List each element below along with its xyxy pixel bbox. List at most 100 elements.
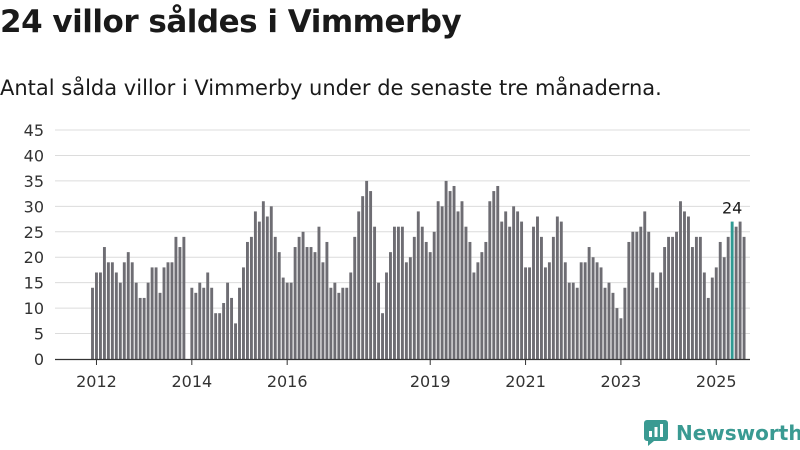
bar (253, 211, 257, 359)
bar (91, 287, 94, 359)
bar (734, 226, 738, 359)
bar (492, 191, 496, 359)
bar (126, 252, 130, 359)
bar (726, 236, 730, 359)
bar (532, 226, 535, 359)
bar (671, 236, 675, 359)
bar (424, 241, 428, 359)
y-tick-label: 35 (24, 172, 44, 191)
bar (591, 257, 595, 359)
bar (313, 252, 317, 359)
bar (452, 185, 456, 359)
bar (571, 282, 575, 359)
bar (353, 236, 357, 359)
bar (249, 236, 253, 359)
bar (273, 236, 277, 359)
bar (102, 247, 106, 359)
x-tick-label: 2025 (696, 372, 737, 391)
x-tick-label: 2016 (267, 372, 308, 391)
bar (683, 211, 686, 359)
bar (182, 236, 186, 359)
bar (679, 201, 682, 359)
bar (246, 241, 249, 359)
bar (480, 252, 484, 359)
bar (607, 282, 611, 359)
bar (381, 313, 384, 359)
bar (293, 247, 297, 359)
y-tick-label: 25 (24, 223, 44, 242)
bar (520, 221, 524, 359)
bar (667, 236, 671, 359)
x-tick-label: 2012 (76, 372, 117, 391)
bar (349, 272, 353, 359)
bar (631, 231, 635, 359)
bar (444, 180, 448, 359)
bar (305, 247, 309, 359)
bar (345, 287, 349, 359)
bar (619, 318, 623, 359)
bar (500, 221, 504, 359)
bar (146, 282, 150, 359)
bar (559, 221, 563, 359)
bar (412, 236, 416, 359)
bar (579, 262, 583, 359)
bar (408, 257, 412, 359)
bar (687, 216, 690, 359)
bar (460, 201, 464, 359)
bar (635, 231, 639, 359)
bar (516, 211, 520, 359)
y-tick-label: 20 (24, 248, 44, 267)
bar (639, 226, 643, 359)
bar (389, 252, 392, 359)
highlight-bar (730, 221, 734, 359)
bar-chart-logo-icon (644, 420, 668, 446)
bar (174, 236, 178, 359)
bar (206, 272, 210, 359)
bar (599, 267, 603, 359)
bar (416, 211, 420, 359)
bar (162, 267, 166, 359)
bar (400, 226, 404, 359)
bar (373, 226, 377, 359)
bar (202, 287, 206, 359)
bar (277, 252, 281, 359)
bar (587, 247, 591, 359)
bar (261, 201, 265, 359)
bar (170, 262, 174, 359)
bar (297, 236, 301, 359)
bar (142, 297, 146, 359)
y-tick-label: 40 (24, 146, 44, 165)
bar (396, 226, 400, 359)
bar (226, 282, 230, 359)
y-tick-label: 15 (24, 274, 44, 293)
bar (230, 297, 234, 359)
x-tick-label: 2021 (505, 372, 546, 391)
bar (385, 272, 388, 359)
bar (333, 282, 337, 359)
bar (655, 287, 659, 359)
bar (404, 262, 408, 359)
bar (325, 241, 329, 359)
chart-subtitle: Antal sålda villor i Vimmerby under de s… (0, 76, 662, 100)
x-tick-label: 2019 (410, 372, 451, 391)
bar (543, 267, 547, 359)
bar (285, 282, 289, 359)
bar (536, 216, 539, 359)
y-tick-label: 45 (24, 121, 44, 140)
highlight-data-label: 24 (722, 199, 742, 218)
bar (242, 267, 245, 359)
bar (698, 236, 702, 359)
bar (627, 241, 631, 359)
bar (134, 282, 138, 359)
y-tick-label: 0 (34, 350, 44, 369)
bar (114, 272, 118, 359)
bar (234, 323, 237, 359)
bar (154, 267, 158, 359)
bar (718, 241, 722, 359)
bar (166, 262, 170, 359)
bar (317, 226, 321, 359)
bar (488, 201, 492, 359)
bar (512, 206, 516, 359)
bar (329, 287, 333, 359)
bar (99, 272, 102, 359)
